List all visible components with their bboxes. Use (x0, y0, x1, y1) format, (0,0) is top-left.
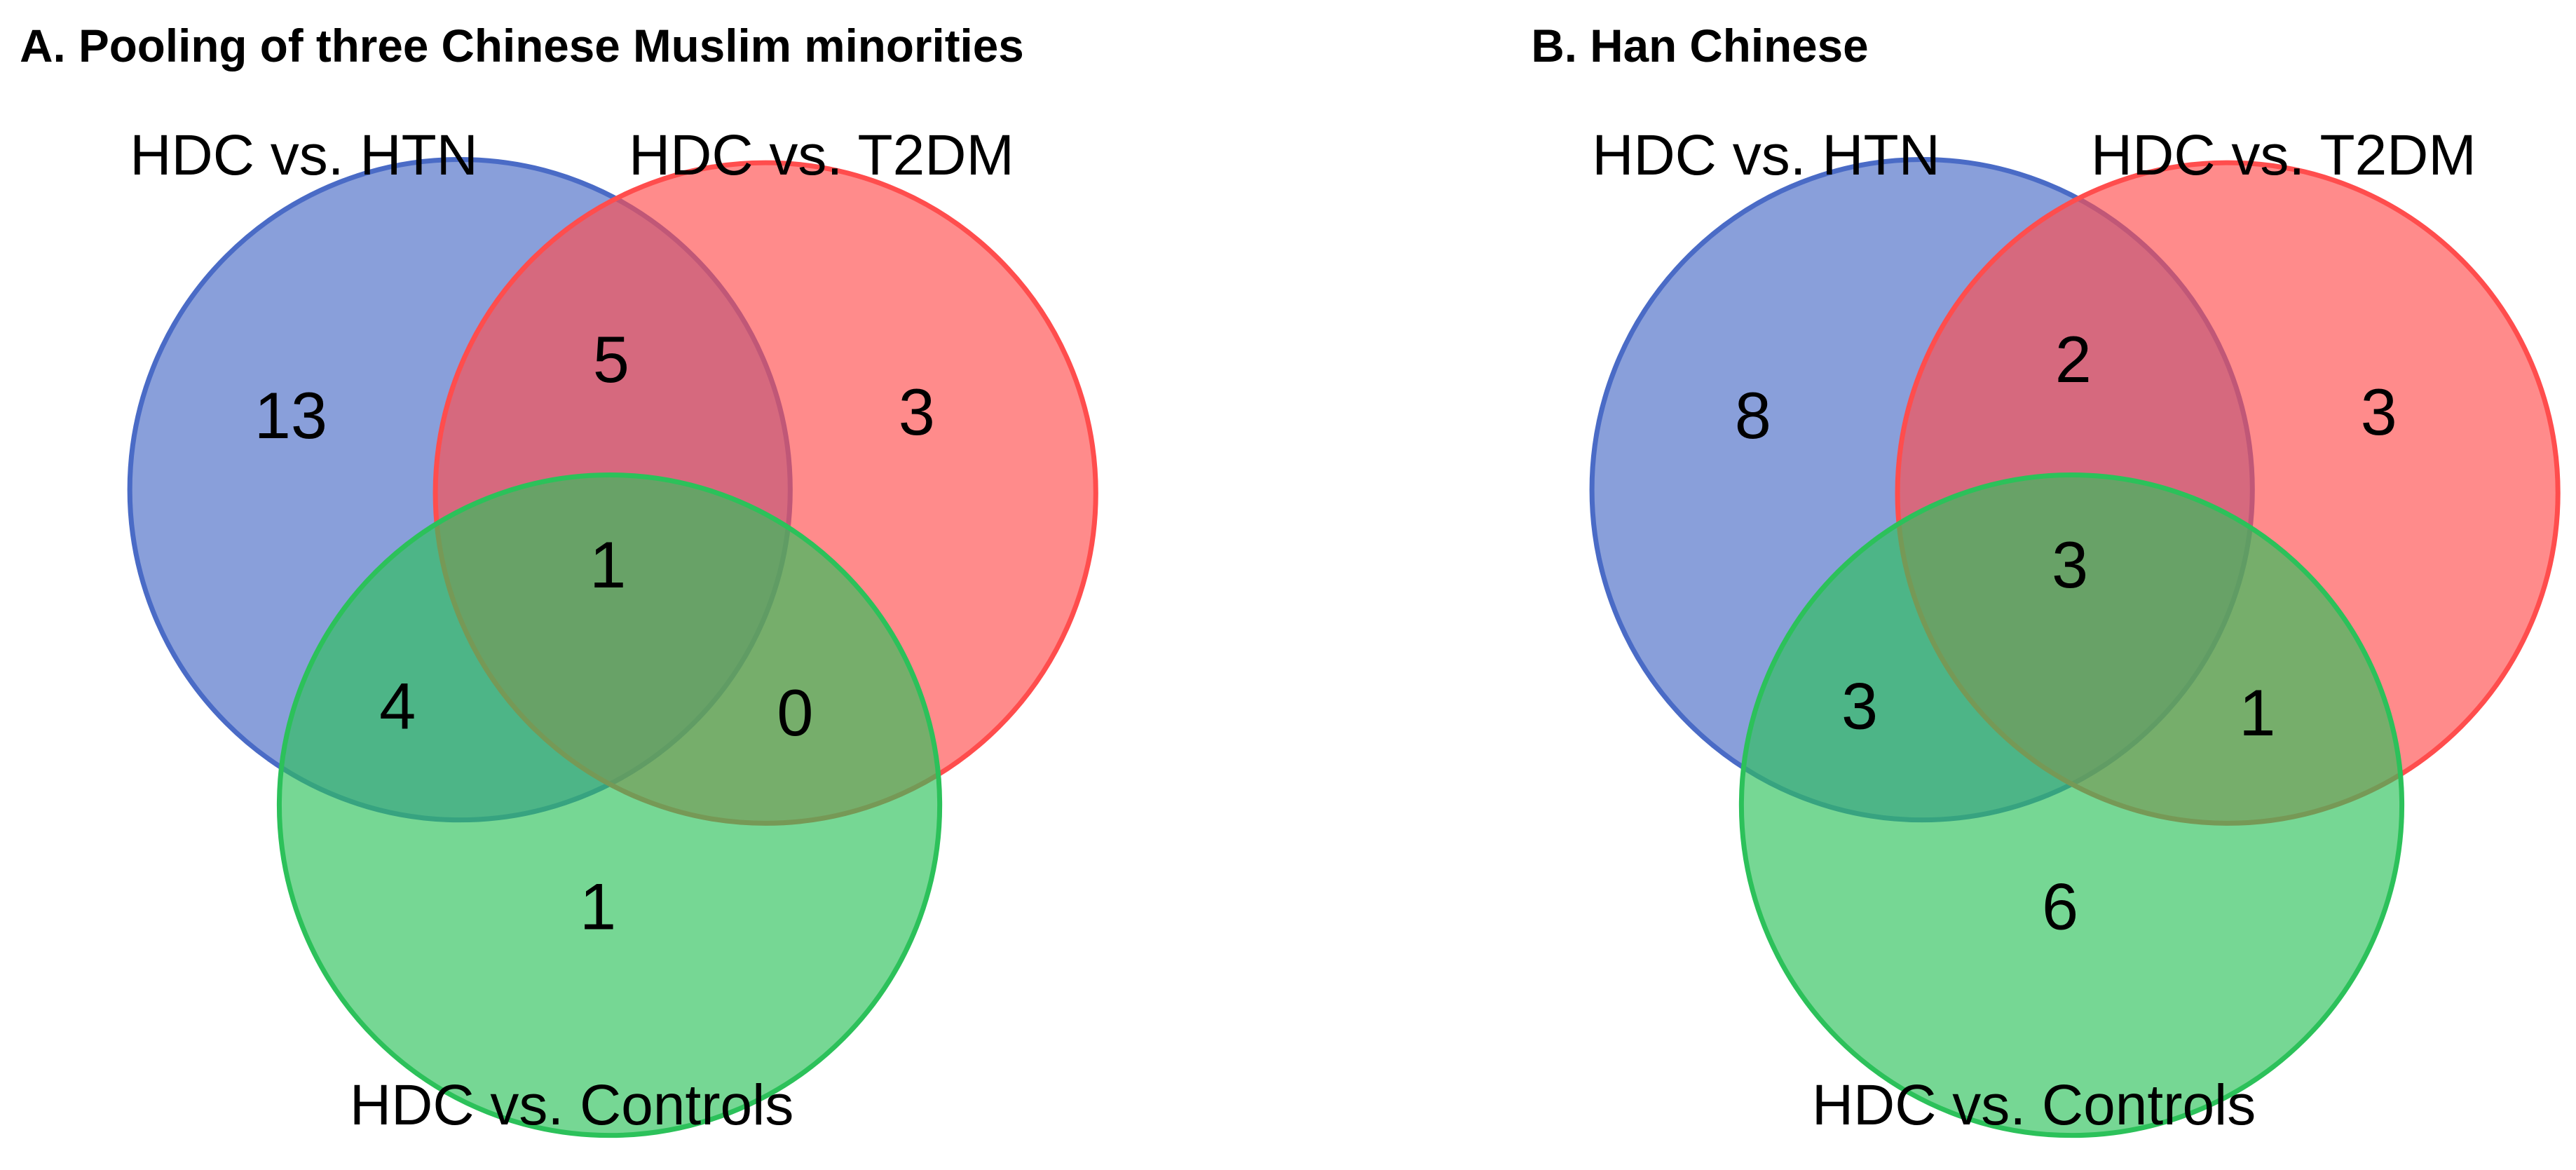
set-label: HDC vs. Controls (350, 1073, 793, 1137)
region-count: 13 (254, 379, 327, 452)
region-count: 1 (590, 528, 626, 601)
region-count: 6 (2042, 870, 2078, 944)
set-label: HDC vs. Controls (1812, 1073, 2256, 1137)
panel-title: B. Han Chinese (1531, 20, 1868, 72)
region-count: 0 (777, 676, 813, 749)
venn-panel: B. Han Chinese HDC vs. HTN HDC vs. T2DM HDC… (1531, 20, 2561, 1138)
region-count: 3 (2361, 375, 2397, 449)
region-count: 3 (2052, 528, 2088, 601)
set-label: HDC vs. T2DM (2091, 123, 2476, 187)
region-count: 4 (379, 669, 416, 743)
set-label: HDC vs. HTN (1592, 123, 1940, 187)
region-count: 1 (580, 870, 616, 944)
panel-title: A. Pooling of three Chinese Muslim minor… (20, 20, 1024, 72)
region-count: 5 (593, 322, 629, 396)
set-circle (276, 472, 943, 1138)
set-label: HDC vs. T2DM (629, 123, 1014, 187)
set-label: HDC vs. HTN (130, 123, 478, 187)
venn-panel: A. Pooling of three Chinese Muslim minor… (20, 20, 1098, 1138)
region-count: 3 (1841, 669, 1878, 743)
region-count: 8 (1735, 379, 1771, 452)
region-count: 2 (2055, 322, 2092, 396)
region-count: 1 (2239, 676, 2275, 749)
set-circle (1738, 472, 2405, 1138)
region-count: 3 (899, 375, 935, 449)
